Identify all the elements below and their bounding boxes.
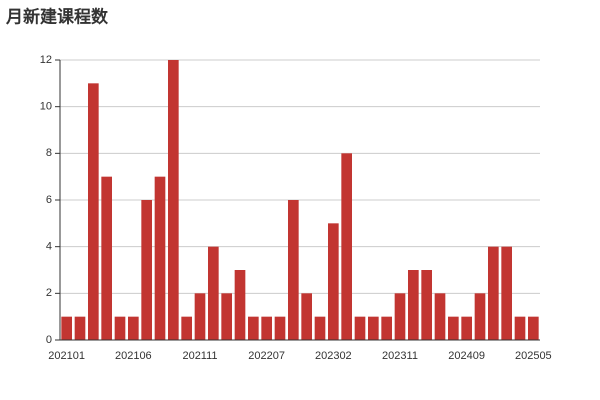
y-tick-label: 4 [46, 241, 52, 253]
x-tick-label: 202106 [115, 350, 152, 362]
bar [274, 316, 286, 340]
x-tick-label: 202505 [515, 350, 552, 362]
bar [474, 293, 486, 340]
bar [341, 153, 352, 340]
bar [381, 316, 392, 340]
bar [248, 316, 259, 340]
bar [181, 316, 192, 340]
bar [234, 270, 246, 340]
bar [208, 246, 219, 340]
bar [488, 246, 499, 340]
bar [354, 316, 366, 340]
bar [194, 293, 206, 340]
bar [221, 293, 232, 340]
y-tick-label: 10 [40, 101, 52, 113]
bar [101, 176, 112, 340]
bar [368, 316, 379, 340]
bar [408, 270, 419, 340]
y-tick-label: 12 [40, 54, 52, 66]
bar [168, 60, 179, 340]
y-tick-label: 8 [46, 147, 52, 159]
bar [528, 316, 539, 340]
bar [328, 223, 339, 340]
bar [288, 200, 299, 340]
bar [501, 246, 512, 340]
bar [461, 316, 472, 340]
bar [514, 316, 526, 340]
bar [154, 176, 166, 340]
bar [314, 316, 326, 340]
x-tick-label: 202311 [382, 350, 418, 362]
bar [61, 316, 72, 340]
y-tick-label: 2 [46, 287, 52, 299]
bar [141, 200, 152, 340]
bar [301, 293, 312, 340]
bar [448, 316, 459, 340]
x-tick-label: 202111 [182, 350, 217, 362]
x-tick-label: 202409 [448, 350, 485, 362]
bar [114, 316, 126, 340]
y-tick-label: 0 [46, 334, 52, 346]
bar [421, 270, 432, 340]
bar [434, 293, 446, 340]
x-tick-label: 202302 [315, 350, 352, 362]
x-tick-label: 202101 [48, 350, 85, 362]
x-tick-label: 202207 [248, 350, 285, 362]
bar [74, 316, 86, 340]
bar [261, 316, 272, 340]
chart-title: 月新建课程数 [5, 6, 109, 26]
y-tick-label: 6 [46, 194, 52, 206]
bar [88, 83, 99, 340]
bar [394, 293, 406, 340]
bar [128, 316, 139, 340]
